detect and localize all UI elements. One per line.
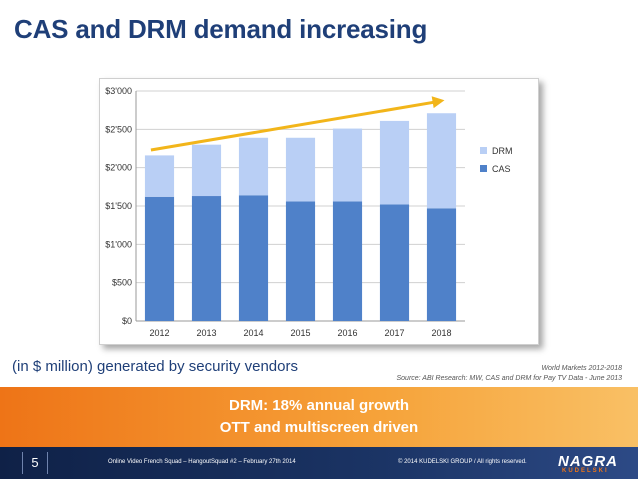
- bar-drm-2016: [332, 128, 363, 202]
- y-tick-label: $3'000: [105, 86, 132, 96]
- bar-cas-2017: [379, 204, 410, 321]
- y-tick-label: $2'500: [105, 124, 132, 134]
- source-note: World Markets 2012-2018 Source: ABI Rese…: [396, 364, 622, 384]
- x-tick-label: 2015: [290, 328, 310, 338]
- banner-line-2: OTT and multiscreen driven: [219, 419, 419, 436]
- y-tick-label: $1'000: [105, 239, 132, 249]
- source-line-2: Source: ABI Research: MW, CAS and DRM fo…: [396, 375, 622, 382]
- x-tick-label: 2014: [243, 328, 263, 338]
- bar-drm-2018: [426, 113, 457, 209]
- legend-label-drm: DRM: [492, 146, 513, 156]
- bar-drm-2017: [379, 120, 410, 205]
- y-tick-label: $1'500: [105, 201, 132, 211]
- footer-event-text: Online Video French Squad – HangoutSquad…: [108, 459, 296, 465]
- x-tick-label: 2016: [337, 328, 357, 338]
- x-tick-label: 2012: [149, 328, 169, 338]
- trend-arrow-head: [431, 96, 445, 109]
- bar-drm-2012: [144, 155, 175, 197]
- footer-bar: [0, 447, 638, 479]
- source-line-1: World Markets 2012-2018: [541, 365, 622, 372]
- logo-sub-text: KUDELSKI: [562, 468, 609, 474]
- legend-swatch-cas: [480, 165, 487, 172]
- x-tick-label: 2017: [384, 328, 404, 338]
- trend-arrow-line: [150, 100, 437, 152]
- legend-label-cas: CAS: [492, 164, 511, 174]
- x-tick-label: 2013: [196, 328, 216, 338]
- stacked-bar-chart: $0 $500 $1'000 $1'500 $2'000 $2'500 $3'000 2012…: [105, 86, 513, 338]
- page-number: 5: [22, 452, 48, 474]
- y-tick-label: $2'000: [105, 163, 132, 173]
- bar-cas-2013: [191, 196, 222, 321]
- nagra-logo: NAGRA KUDELSKI: [552, 453, 628, 475]
- x-tick-label: 2018: [431, 328, 451, 338]
- bar-drm-2015: [285, 137, 316, 202]
- bar-cas-2018: [426, 208, 457, 321]
- bar-drm-2014: [238, 137, 269, 196]
- banner-line-1: DRM: 18% annual growth: [228, 397, 409, 414]
- chart-subtitle: (in $ million) generated by security ven…: [12, 358, 298, 375]
- logo-main-text: NAGRA: [558, 453, 618, 470]
- y-tick-label: $500: [112, 278, 132, 288]
- highlight-banner: DRM: 18% annual growth OTT and multiscre…: [0, 387, 638, 447]
- page-title: CAS and DRM demand increasing: [14, 14, 428, 44]
- legend-swatch-drm: [480, 147, 487, 154]
- bar-cas-2016: [332, 201, 363, 321]
- bar-cas-2012: [144, 196, 175, 321]
- bar-cas-2015: [285, 201, 316, 321]
- bar-cas-2014: [238, 195, 269, 321]
- bar-drm-2013: [191, 144, 222, 197]
- chart-panel: $0 $500 $1'000 $1'500 $2'000 $2'500 $3'000 2012…: [99, 78, 539, 345]
- y-tick-label: $0: [122, 316, 132, 326]
- footer-copyright: © 2014 KUDELSKI GROUP / All rights reser…: [398, 459, 527, 465]
